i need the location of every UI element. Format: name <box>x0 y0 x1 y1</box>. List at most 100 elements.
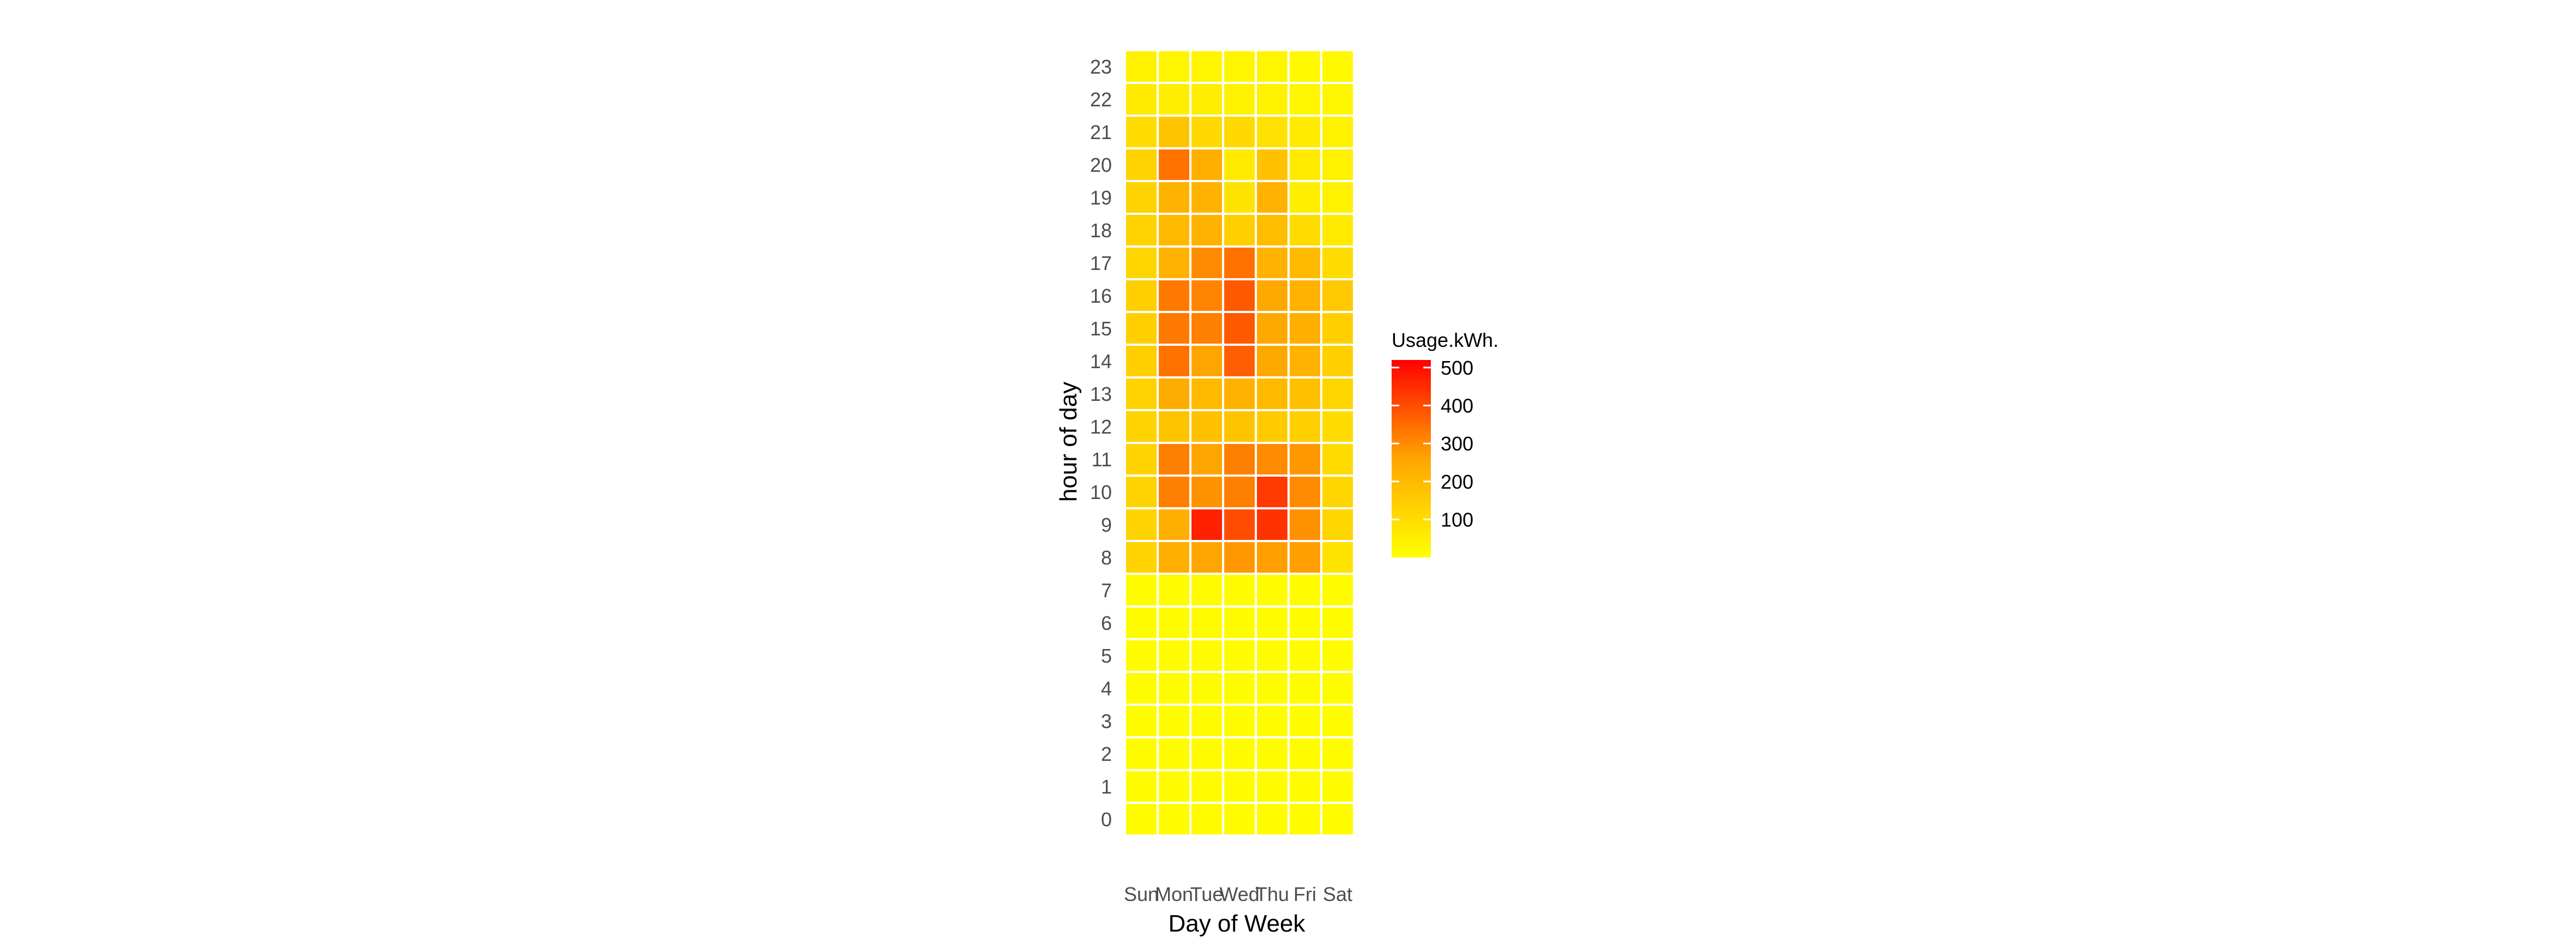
heatmap-cell <box>1157 311 1191 346</box>
heatmap-cell <box>1222 180 1257 215</box>
y-tick-label: 3 <box>1101 710 1112 732</box>
heatmap-cell <box>1287 573 1322 608</box>
heatmap-cell <box>1320 311 1355 346</box>
heatmap-cell <box>1287 704 1322 738</box>
legend-title: Usage.kWh. <box>1392 329 1498 351</box>
heatmap-cell <box>1222 671 1257 706</box>
heatmap-cell <box>1189 605 1224 640</box>
heatmap-cell <box>1124 147 1159 182</box>
heatmap-cell <box>1287 507 1322 542</box>
heatmap-cell <box>1189 311 1224 346</box>
heatmap-cell <box>1255 638 1290 673</box>
y-tick-label: 19 <box>1090 187 1112 209</box>
heatmap-cell <box>1124 704 1159 738</box>
heatmap-cell <box>1320 278 1355 313</box>
y-tick-label: 13 <box>1090 383 1112 405</box>
heatmap-cell <box>1222 49 1257 84</box>
heatmap-cell <box>1255 605 1290 640</box>
x-tick-label: Tue <box>1190 883 1224 905</box>
heatmap-cell <box>1124 802 1159 837</box>
heatmap-cell <box>1157 736 1191 771</box>
heatmap-cell <box>1189 344 1224 379</box>
heatmap-cell <box>1124 115 1159 149</box>
heatmap-cell <box>1189 507 1224 542</box>
heatmap-cell <box>1189 736 1224 771</box>
heatmap-cell <box>1320 638 1355 673</box>
heatmap-cell <box>1124 82 1159 117</box>
heatmap-cell <box>1222 507 1257 542</box>
heatmap-cell <box>1320 245 1355 280</box>
heatmap-cell <box>1320 671 1355 706</box>
legend-ticks: 100 200 300 400 500 <box>1392 357 1473 531</box>
heatmap-cell <box>1222 638 1257 673</box>
heatmap-cell <box>1157 147 1191 182</box>
x-tick-label: Sun <box>1124 883 1159 905</box>
heatmap-cell <box>1287 474 1322 509</box>
heatmap-cell <box>1320 115 1355 149</box>
heatmap-cell <box>1157 278 1191 313</box>
y-tick-label: 9 <box>1101 514 1112 536</box>
y-tick-label: 17 <box>1090 252 1112 274</box>
legend-tick-label: 100 <box>1441 508 1473 531</box>
heatmap-cell <box>1222 409 1257 444</box>
heatmap-cell <box>1189 802 1224 837</box>
heatmap-cell <box>1320 147 1355 182</box>
heatmap-cell <box>1124 671 1159 706</box>
heatmap-cells <box>1124 49 1355 837</box>
y-tick-label: 4 <box>1101 677 1112 700</box>
heatmap-cell <box>1320 736 1355 771</box>
heatmap-cell <box>1189 540 1224 575</box>
heatmap-cell <box>1222 213 1257 248</box>
heatmap-cell <box>1124 49 1159 84</box>
heatmap-cell <box>1189 278 1224 313</box>
heatmap-cell <box>1287 344 1322 379</box>
y-tick-label: 11 <box>1092 448 1112 471</box>
heatmap-cell <box>1255 82 1290 117</box>
y-axis-title: hour of day <box>1055 382 1082 502</box>
heatmap-cell <box>1222 802 1257 837</box>
y-tick-label: 21 <box>1090 121 1112 143</box>
y-tick-label: 7 <box>1101 579 1112 602</box>
heatmap-cell <box>1124 573 1159 608</box>
legend-tick-label: 400 <box>1441 395 1473 417</box>
heatmap-cell <box>1157 442 1191 477</box>
heatmap-cell <box>1189 704 1224 738</box>
heatmap-cell <box>1255 769 1290 804</box>
heatmap-cell <box>1157 802 1191 837</box>
y-tick-label: 2 <box>1101 743 1112 765</box>
heatmap-cell <box>1255 704 1290 738</box>
heatmap-cell <box>1189 245 1224 280</box>
color-legend: Usage.kWh. 100 200 300 400 500 <box>1392 329 1498 557</box>
heatmap-cell <box>1157 507 1191 542</box>
heatmap-cell <box>1320 344 1355 379</box>
heatmap-cell <box>1287 49 1322 84</box>
heatmap-cell <box>1320 704 1355 738</box>
y-tick-label: 8 <box>1101 546 1112 569</box>
heatmap-cell <box>1255 376 1290 411</box>
heatmap-cell <box>1222 311 1257 346</box>
heatmap-cell <box>1222 442 1257 477</box>
heatmap-cell <box>1287 442 1322 477</box>
heatmap-cell <box>1124 213 1159 248</box>
heatmap-cell <box>1222 278 1257 313</box>
heatmap-cell <box>1320 802 1355 837</box>
heatmap-cell <box>1222 736 1257 771</box>
heatmap-cell <box>1189 442 1224 477</box>
heatmap-cell <box>1287 376 1322 411</box>
legend-tick-label: 500 <box>1441 357 1473 379</box>
heatmap-cell <box>1124 376 1159 411</box>
y-tick-label: 23 <box>1090 56 1112 78</box>
heatmap-cell <box>1157 115 1191 149</box>
heatmap-cell <box>1320 540 1355 575</box>
heatmap-cell <box>1320 442 1355 477</box>
legend-tick-label: 200 <box>1441 471 1473 493</box>
heatmap-cell <box>1287 769 1322 804</box>
y-tick-label: 15 <box>1090 317 1112 340</box>
heatmap-cell <box>1189 82 1224 117</box>
x-tick-label: Mon <box>1155 883 1193 905</box>
heatmap-cell <box>1189 474 1224 509</box>
